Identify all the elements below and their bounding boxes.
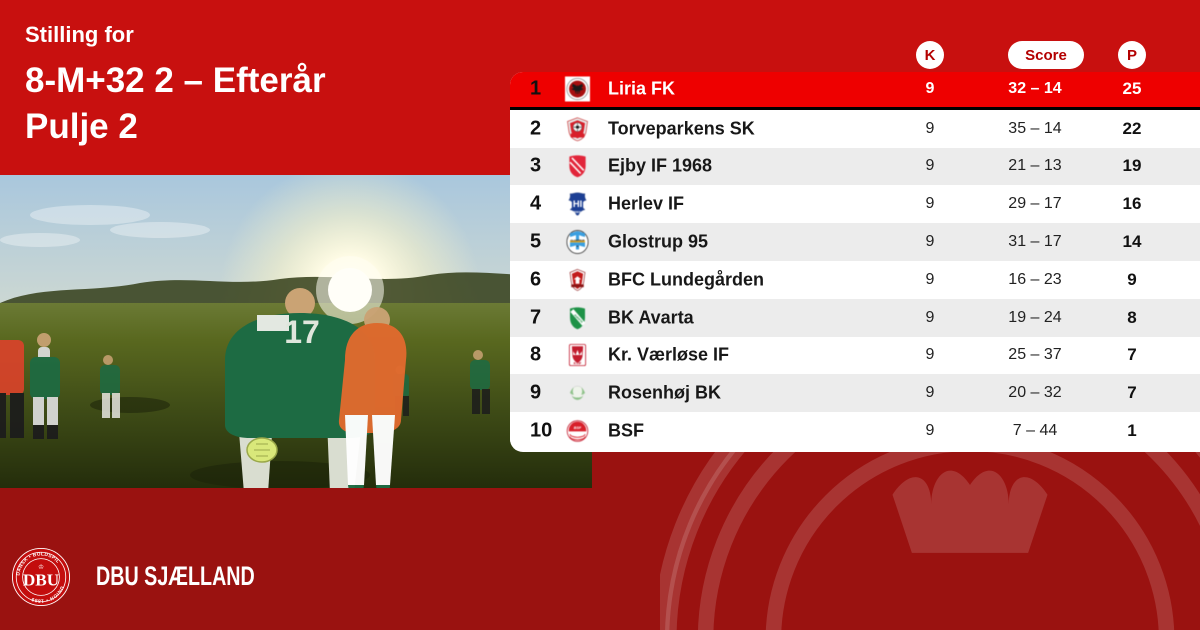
- svg-text:17: 17: [284, 314, 320, 350]
- svg-text:BSF: BSF: [574, 426, 582, 430]
- svg-text:GLOSTRUP: GLOSTRUP: [571, 239, 585, 242]
- svg-text:DBU: DBU: [23, 571, 59, 590]
- svg-text:KVIF: KVIF: [574, 362, 582, 366]
- svg-text:FODBOLD: FODBOLD: [572, 212, 583, 214]
- svg-text:HI: HI: [573, 199, 582, 209]
